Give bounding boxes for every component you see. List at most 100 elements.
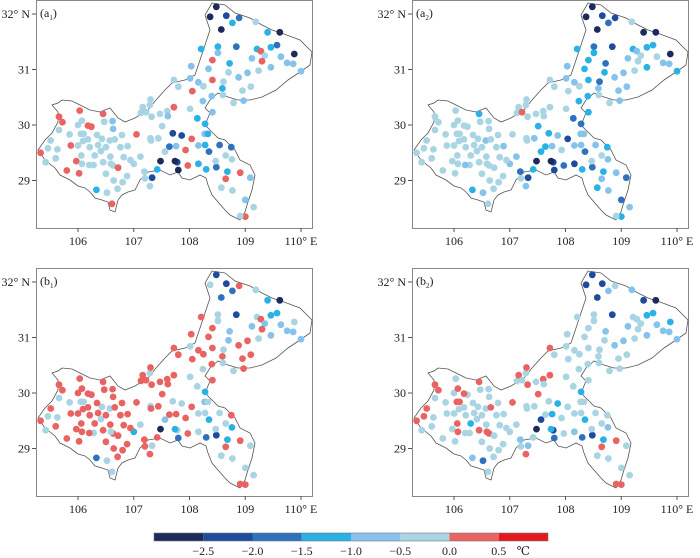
station-point [469, 131, 477, 139]
station-point [139, 103, 147, 111]
station-point [590, 49, 598, 57]
station-point [264, 296, 271, 304]
station-point [248, 55, 256, 62]
station-point [119, 178, 126, 186]
station-point [582, 281, 590, 289]
station-point [236, 437, 244, 445]
station-point [673, 67, 681, 75]
station-point [585, 376, 592, 384]
station-point [212, 271, 220, 279]
station-point [54, 414, 61, 421]
panel-label: (b1) [40, 274, 58, 290]
station-point [442, 131, 449, 138]
station-point [163, 107, 171, 115]
station-point [562, 343, 570, 350]
station-point [643, 331, 651, 339]
station-point [217, 452, 225, 460]
station-point [172, 410, 180, 418]
station-point [99, 110, 107, 118]
station-point [474, 135, 482, 143]
station-point [137, 153, 144, 161]
station-point [146, 369, 154, 377]
station-point [575, 97, 583, 105]
station-point [106, 421, 114, 428]
station-point [593, 26, 601, 33]
x-tick-label: 109 [612, 502, 630, 516]
station-point [126, 424, 134, 432]
station-point [612, 480, 620, 488]
station-point [250, 471, 257, 479]
station-point [413, 417, 420, 425]
station-point [222, 152, 230, 159]
station-point [124, 142, 131, 150]
station-point [608, 43, 616, 51]
station-point [612, 169, 620, 177]
station-point [241, 213, 249, 221]
map-panel-b2: 32° N 31 30 29 106 107 108 109 110° E (b2) [378, 268, 694, 516]
y-tick-label: 32° N [2, 7, 31, 21]
station-point [598, 280, 606, 288]
station-point [560, 430, 568, 437]
station-point [588, 271, 596, 279]
station-point [540, 112, 548, 120]
station-point [209, 108, 216, 116]
station-point [545, 397, 553, 405]
station-point [100, 386, 108, 394]
station-point [533, 425, 540, 433]
station-point [509, 131, 516, 138]
station-point [186, 75, 194, 82]
station-point [156, 378, 164, 386]
colorbar-outline [153, 532, 549, 542]
station-point [450, 142, 458, 149]
station-point [174, 83, 182, 91]
station-point [205, 148, 213, 156]
station-point [91, 152, 99, 159]
station-point [595, 85, 602, 92]
station-point [584, 92, 592, 100]
station-point [205, 65, 212, 73]
station-point [235, 341, 243, 349]
station-point [214, 317, 222, 325]
station-point [193, 382, 201, 390]
station-point [584, 360, 592, 368]
station-point [147, 405, 155, 412]
station-point [158, 122, 166, 130]
station-point [55, 126, 63, 134]
station-point [169, 397, 177, 405]
station-point [615, 87, 622, 94]
x-tick-label: 110° E [661, 234, 694, 248]
station-point [588, 163, 596, 171]
station-point [571, 78, 578, 86]
station-point [86, 143, 94, 151]
station-point [475, 378, 483, 386]
station-point [153, 434, 161, 441]
x-tick-label: 106 [69, 234, 87, 248]
station-point [273, 309, 281, 317]
station-point [605, 19, 612, 27]
station-point [532, 378, 540, 386]
station-point [229, 455, 236, 462]
station-point [147, 364, 154, 371]
station-point [435, 386, 442, 394]
station-point [524, 381, 531, 389]
station-point [564, 87, 572, 95]
station-point [643, 311, 651, 319]
x-tick-label: 110° E [661, 502, 694, 516]
station-point [171, 425, 179, 433]
station-point [513, 377, 521, 385]
station-point [228, 156, 236, 163]
station-point [267, 43, 275, 51]
station-point [261, 52, 269, 59]
station-point [174, 434, 182, 442]
station-point [188, 135, 196, 143]
station-point [77, 130, 85, 138]
station-point [241, 464, 249, 472]
station-point [623, 83, 631, 91]
station-point [219, 91, 227, 99]
station-point [261, 320, 269, 327]
station-point [93, 454, 100, 462]
station-point [590, 43, 598, 51]
station-point [140, 168, 148, 176]
station-point [571, 160, 578, 168]
station-point [148, 174, 156, 182]
